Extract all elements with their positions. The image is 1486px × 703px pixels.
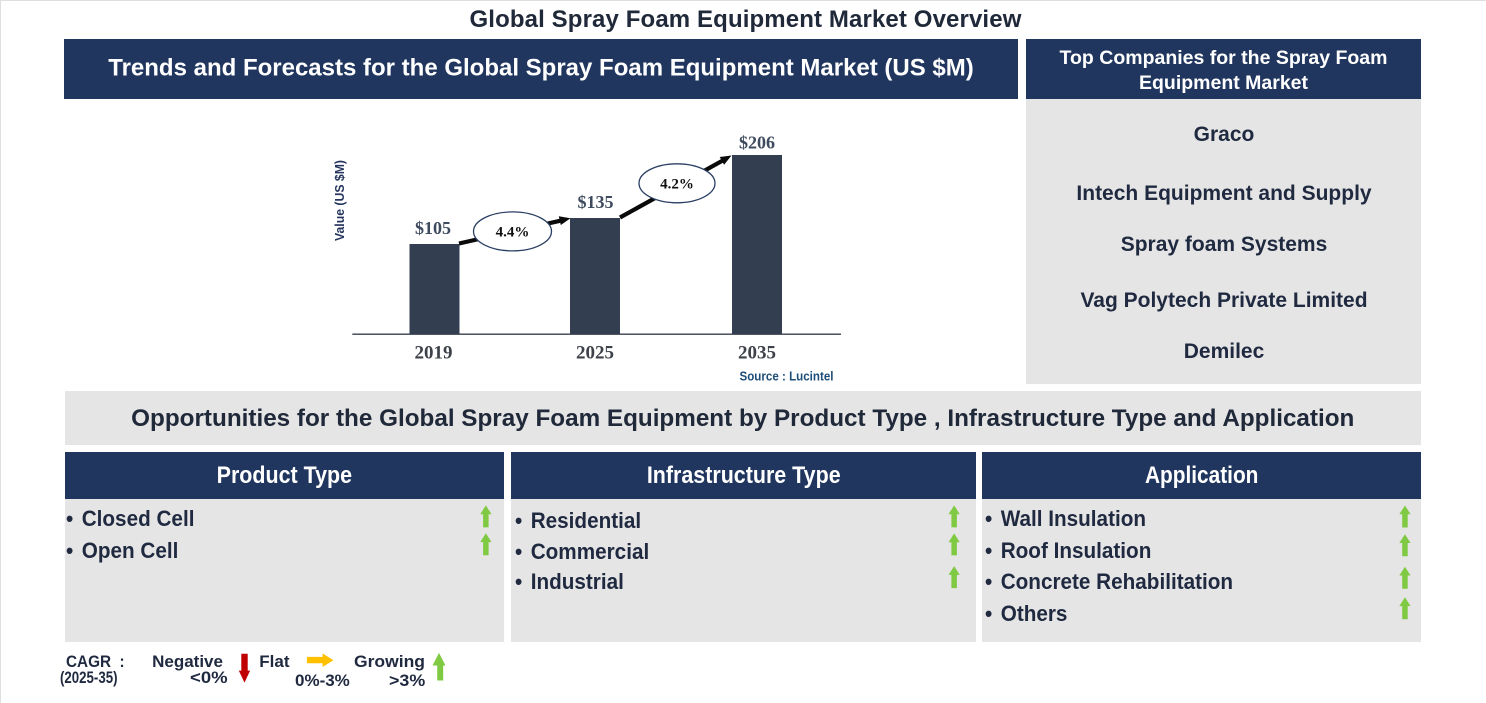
svg-text:2035: 2035 xyxy=(738,343,776,364)
svg-text:4.2%: 4.2% xyxy=(660,177,694,193)
svg-text:4.4%: 4.4% xyxy=(496,225,530,241)
svg-text:2019: 2019 xyxy=(415,343,453,364)
svg-text:$105: $105 xyxy=(415,218,451,238)
svg-text:$206: $206 xyxy=(739,133,775,153)
svg-text:Value (US $M): Value (US $M) xyxy=(332,160,347,241)
svg-text:2025: 2025 xyxy=(576,343,614,364)
svg-text:Source : Lucintel: Source : Lucintel xyxy=(740,368,834,383)
svg-text:$135: $135 xyxy=(578,192,614,212)
